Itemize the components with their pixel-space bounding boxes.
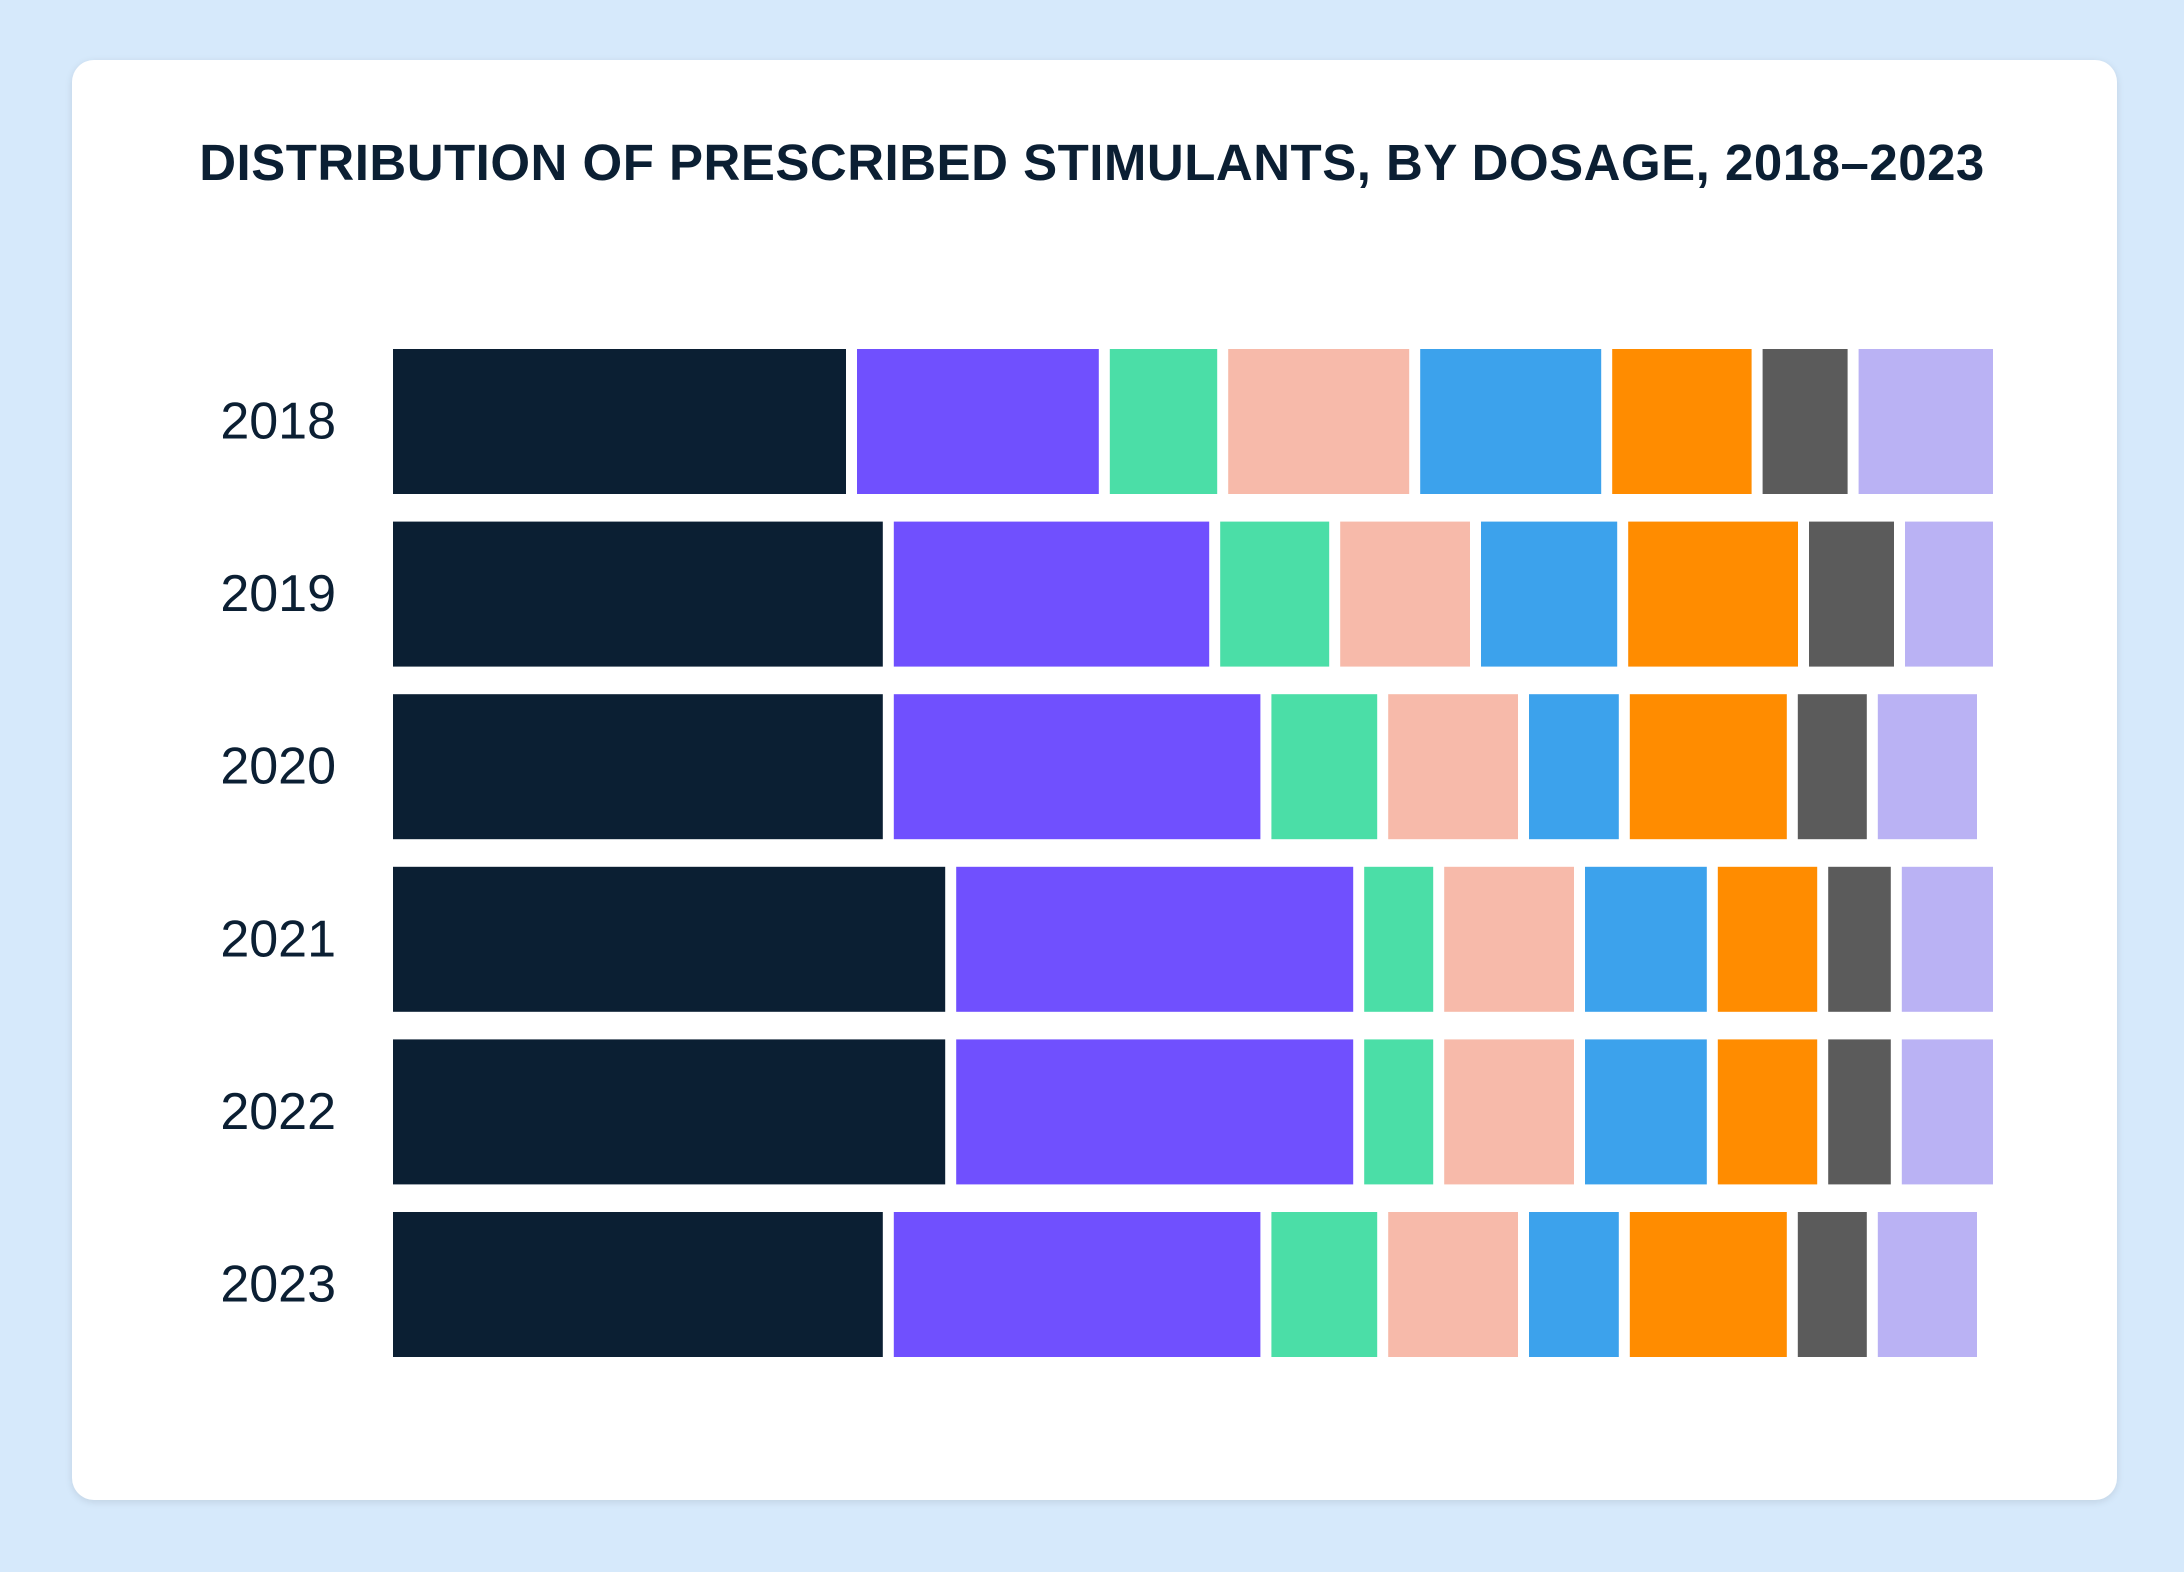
bar-segment-2022-3 <box>1364 1039 1434 1185</box>
bar-row-2020: 2020 <box>220 694 1977 840</box>
bar-row-2023: 2023 <box>220 1212 1977 1357</box>
bar-segment-2022-7 <box>1828 1039 1891 1185</box>
bar-segment-2023-2 <box>893 1212 1261 1357</box>
category-label-2018: 2018 <box>220 393 336 451</box>
category-label-2021: 2021 <box>220 910 336 968</box>
bar-segment-2019-3 <box>1220 521 1330 667</box>
bar-segment-2021-1 <box>393 866 946 1012</box>
bar-segment-2021-3 <box>1364 866 1434 1012</box>
bar-segment-2021-6 <box>1717 866 1818 1012</box>
bar-segment-2020-4 <box>1388 694 1518 840</box>
bar-segment-2019-6 <box>1628 521 1798 667</box>
bar-segment-2019-5 <box>1481 521 1618 667</box>
bar-row-2021: 2021 <box>220 866 1993 1012</box>
bar-segment-2022-6 <box>1717 1039 1818 1185</box>
bar-segment-2023-4 <box>1388 1212 1518 1357</box>
bar-segment-2018-5 <box>1420 349 1602 494</box>
bar-segment-2020-1 <box>393 694 883 840</box>
bar-segment-2021-4 <box>1444 866 1574 1012</box>
bar-segment-2022-5 <box>1585 1039 1707 1185</box>
bar-segment-2023-6 <box>1629 1212 1787 1357</box>
category-label-2020: 2020 <box>220 738 336 796</box>
bar-segment-2018-6 <box>1612 349 1752 494</box>
bar-segment-2023-5 <box>1529 1212 1619 1357</box>
bar-segment-2020-7 <box>1797 694 1867 840</box>
bar-segment-2018-7 <box>1762 349 1848 494</box>
bar-segment-2021-2 <box>956 866 1354 1012</box>
bar-segment-2020-6 <box>1629 694 1787 840</box>
bar-segment-2018-2 <box>857 349 1099 494</box>
category-label-2019: 2019 <box>220 565 336 623</box>
bar-segment-2020-3 <box>1271 694 1378 840</box>
bar-segment-2023-8 <box>1877 1212 1977 1357</box>
bar-segment-2022-1 <box>393 1039 946 1185</box>
bar-segment-2021-7 <box>1828 866 1891 1012</box>
bar-segment-2020-2 <box>893 694 1261 840</box>
bar-row-2019: 2019 <box>220 521 1993 667</box>
bar-segment-2019-4 <box>1340 521 1470 667</box>
bar-segment-2021-5 <box>1585 866 1707 1012</box>
bar-segment-2022-2 <box>956 1039 1354 1185</box>
bar-segment-2021-8 <box>1901 866 1993 1012</box>
bar-segment-2018-8 <box>1858 349 1993 494</box>
bar-segment-2018-1 <box>393 349 846 494</box>
bar-segment-2019-2 <box>893 521 1210 667</box>
chart-title: DISTRIBUTION OF PRESCRIBED STIMULANTS, B… <box>199 134 1985 191</box>
bar-segment-2023-7 <box>1797 1212 1867 1357</box>
bar-segment-2023-1 <box>393 1212 883 1357</box>
category-label-2022: 2022 <box>220 1083 336 1141</box>
bar-segment-2019-7 <box>1809 521 1894 667</box>
category-label-2023: 2023 <box>220 1256 336 1314</box>
bar-segment-2022-4 <box>1444 1039 1574 1185</box>
bar-segment-2018-3 <box>1109 349 1218 494</box>
bar-segment-2022-8 <box>1901 1039 1993 1185</box>
bar-row-2022: 2022 <box>220 1039 1993 1185</box>
bar-segment-2020-5 <box>1529 694 1619 840</box>
bar-segment-2019-1 <box>393 521 883 667</box>
bar-segment-2023-3 <box>1271 1212 1378 1357</box>
bar-row-2018: 2018 <box>220 349 1993 494</box>
bar-segment-2020-8 <box>1877 694 1977 840</box>
bar-segment-2018-4 <box>1228 349 1410 494</box>
bar-segment-2019-8 <box>1905 521 1993 667</box>
